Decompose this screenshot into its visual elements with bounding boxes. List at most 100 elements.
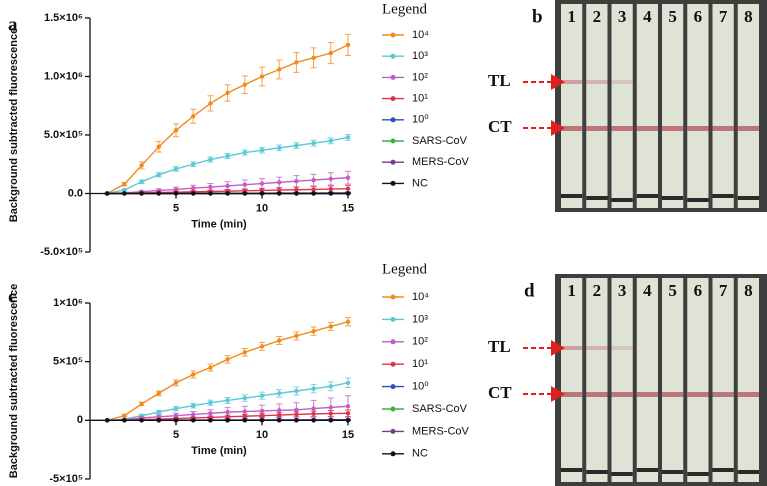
point xyxy=(242,82,247,87)
point xyxy=(225,153,230,159)
legend-label: 10¹ xyxy=(412,358,428,370)
point xyxy=(191,418,196,423)
point xyxy=(345,191,351,196)
strip-pad xyxy=(662,470,684,474)
legend-label: 10³ xyxy=(412,313,428,325)
strip-pad xyxy=(687,472,709,476)
test-line xyxy=(561,80,583,84)
legend-marker xyxy=(390,74,396,80)
point xyxy=(139,191,144,196)
y-tick-label: 1.0×10⁶ xyxy=(44,70,83,82)
point xyxy=(191,403,196,408)
series-line xyxy=(106,44,349,195)
strip xyxy=(561,278,583,482)
strip-pad xyxy=(737,470,759,474)
legend-marker xyxy=(390,53,396,59)
point xyxy=(173,166,179,172)
legend-marker xyxy=(390,384,396,390)
panel-label: b xyxy=(532,6,543,27)
point xyxy=(311,411,316,417)
point xyxy=(173,418,179,423)
line-marker-label: CT xyxy=(488,383,512,402)
point xyxy=(294,412,299,417)
strip-pad xyxy=(712,194,734,198)
legend-label: 10³ xyxy=(412,50,428,62)
x-tick-label: 15 xyxy=(342,429,354,441)
lane-number: 7 xyxy=(719,7,728,26)
control-line xyxy=(611,126,633,131)
strip-pad xyxy=(712,468,734,472)
point xyxy=(225,418,230,423)
test-line xyxy=(561,346,583,350)
strip xyxy=(611,4,633,208)
line-marker-label: CT xyxy=(488,117,512,136)
lane-number: 4 xyxy=(643,281,652,300)
legend-label: NC xyxy=(412,448,428,460)
control-line xyxy=(636,392,658,397)
control-line xyxy=(712,126,734,131)
point xyxy=(173,380,179,385)
legend-marker xyxy=(390,339,396,345)
point xyxy=(259,191,265,196)
panel-label: c xyxy=(8,286,16,307)
lane-number: 8 xyxy=(744,7,753,26)
point xyxy=(277,408,282,413)
point xyxy=(139,179,144,184)
strip xyxy=(687,278,709,482)
point xyxy=(328,384,333,389)
control-line xyxy=(737,126,759,131)
point xyxy=(328,186,333,192)
point xyxy=(191,114,196,119)
legend-label: MERS-CoV xyxy=(412,425,470,437)
control-line xyxy=(662,126,684,131)
lane-number: 5 xyxy=(668,281,677,300)
test-line xyxy=(611,346,633,350)
legend-label: 10⁴ xyxy=(412,291,429,303)
strip xyxy=(611,278,633,482)
point xyxy=(173,128,179,133)
legend-marker xyxy=(390,406,396,412)
point xyxy=(311,418,316,423)
control-line xyxy=(561,126,583,131)
point xyxy=(156,144,161,149)
point xyxy=(345,411,351,416)
point xyxy=(311,328,316,334)
legend-marker xyxy=(390,316,396,322)
strip-pad xyxy=(687,198,709,202)
point xyxy=(259,413,265,418)
control-line xyxy=(636,126,658,131)
point xyxy=(311,191,316,196)
point xyxy=(208,101,213,106)
lane-number: 8 xyxy=(744,281,753,300)
point xyxy=(345,186,351,191)
point xyxy=(139,418,144,423)
legend-label: SARS-CoV xyxy=(412,135,468,147)
point xyxy=(225,414,230,420)
control-line xyxy=(737,392,759,397)
point xyxy=(122,191,127,196)
strip xyxy=(586,4,608,208)
strip xyxy=(561,4,583,208)
lane-number: 7 xyxy=(719,281,728,300)
point xyxy=(294,60,299,65)
point xyxy=(277,145,282,151)
strip-pad xyxy=(737,196,759,200)
legend-label: 10² xyxy=(412,336,428,348)
point xyxy=(156,409,161,415)
strip-pad xyxy=(586,196,608,200)
point xyxy=(242,414,247,419)
lane-number: 2 xyxy=(593,281,602,300)
control-line xyxy=(712,392,734,397)
point xyxy=(328,418,333,423)
x-tick-label: 10 xyxy=(256,429,268,441)
y-tick-label: 5×10⁵ xyxy=(53,356,83,368)
point xyxy=(156,191,161,196)
point xyxy=(277,67,282,72)
point xyxy=(328,405,333,410)
lane-number: 3 xyxy=(618,281,627,300)
point xyxy=(191,186,196,191)
legend-label: 10⁰ xyxy=(412,114,429,126)
point xyxy=(277,338,282,343)
point xyxy=(259,408,265,414)
legend-marker xyxy=(390,428,396,434)
